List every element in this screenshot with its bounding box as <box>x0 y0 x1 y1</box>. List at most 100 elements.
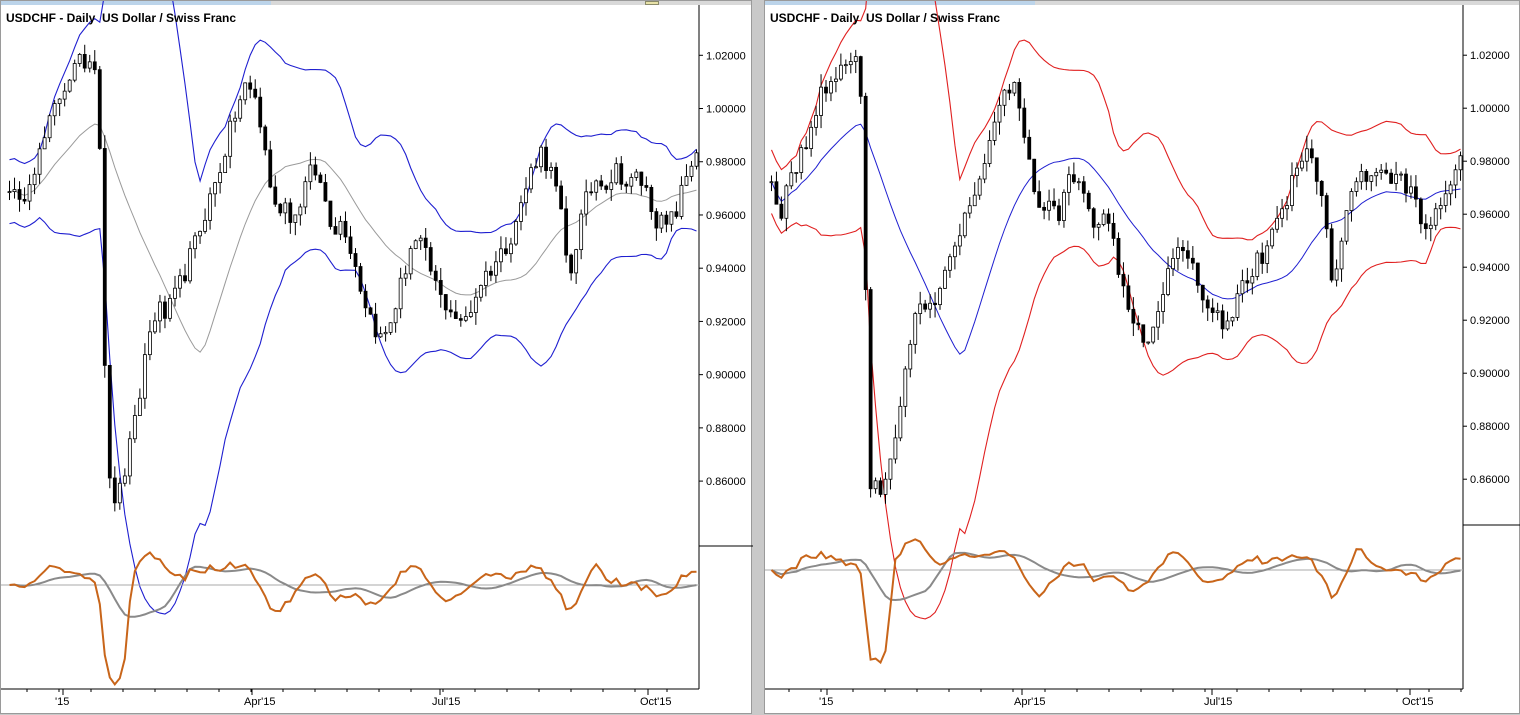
candle-body <box>564 208 569 256</box>
oscillator-signal-line <box>771 551 1461 602</box>
candle-body <box>243 82 248 101</box>
candle-body <box>1017 82 1022 109</box>
candle-body <box>358 266 363 292</box>
price-chart-left: 1.02000 1.00000 0.98000 0.96000 0.94000 0.920… <box>1 1 753 708</box>
candle-body <box>669 211 674 225</box>
x-tick-label: Oct'15 <box>640 696 671 708</box>
candle-body <box>363 290 368 309</box>
candle-body <box>92 61 97 71</box>
price-chart-right: 1.02000 1.00000 0.98000 0.96000 0.94000 0.920… <box>765 1 1520 708</box>
candle-body <box>463 316 468 321</box>
candle-body <box>1116 237 1121 275</box>
x-tick-label: Jul'15 <box>1204 696 1232 708</box>
candle-body <box>273 186 278 205</box>
candle-body <box>148 331 152 356</box>
candle-body <box>1062 191 1066 221</box>
candle-body <box>298 206 303 216</box>
candle-body <box>1299 160 1304 169</box>
candle-body <box>288 202 293 223</box>
candle-body <box>1171 258 1175 270</box>
candle-body <box>1007 89 1012 94</box>
candle-body <box>263 126 268 151</box>
candle-body <box>1027 136 1032 160</box>
candle-body <box>398 277 403 310</box>
candle-body <box>373 313 378 338</box>
candle-body <box>378 333 383 338</box>
candle-body <box>594 180 599 193</box>
candle-body <box>478 285 483 298</box>
middle-band-line <box>9 123 697 353</box>
candle-body <box>1071 174 1076 183</box>
candle-body <box>554 166 558 187</box>
candle-body <box>1409 186 1413 194</box>
candle-body <box>1210 307 1215 313</box>
candle-body <box>1230 317 1235 322</box>
candle-body <box>313 164 318 176</box>
oscillator-line <box>770 538 1461 665</box>
candle-body <box>338 220 343 235</box>
candle-body <box>1176 246 1180 259</box>
y-tick-label: 0.92000 <box>1470 315 1510 327</box>
candle-body <box>908 343 913 370</box>
candle-body <box>1304 148 1309 162</box>
candle-body <box>1438 205 1443 210</box>
candle-body <box>1334 268 1339 281</box>
candle-body <box>438 280 443 295</box>
candle-body <box>1081 181 1086 194</box>
candle-body <box>47 115 52 139</box>
candle-body <box>107 365 112 479</box>
candle-body <box>962 212 967 237</box>
candle-body <box>112 477 117 504</box>
candle-body <box>957 235 962 247</box>
candle-body <box>193 235 197 250</box>
candle-body <box>789 172 794 187</box>
candle-body <box>494 261 498 276</box>
candle-body <box>87 61 92 69</box>
candle-body <box>293 214 298 223</box>
candle-body <box>779 203 784 219</box>
candle-body <box>32 173 37 186</box>
candle-body <box>228 120 233 157</box>
chart-window-right[interactable]: 1.02000 1.00000 0.98000 0.96000 0.94000 0.920… <box>764 0 1520 714</box>
candle-body <box>323 182 328 202</box>
candle-body <box>203 219 207 232</box>
candle-body <box>198 230 202 237</box>
candle-body <box>1314 157 1319 182</box>
candle-body <box>1379 169 1384 173</box>
candle-body <box>1245 280 1250 284</box>
candle-body <box>12 189 17 193</box>
x-tick-label: Apr'15 <box>244 696 275 708</box>
candle-body <box>1354 181 1359 192</box>
candle-body <box>1047 200 1051 211</box>
candle-body <box>1190 257 1195 264</box>
upper-band-line <box>9 1 697 234</box>
candle-body <box>483 270 488 286</box>
candle-body <box>1141 324 1146 343</box>
candle-body <box>238 99 243 119</box>
candle-body <box>403 273 408 279</box>
candle-body <box>1032 158 1037 193</box>
candle-body <box>223 155 228 174</box>
candle-body <box>213 182 218 195</box>
candle-body <box>913 313 918 345</box>
candle-body <box>218 172 223 184</box>
x-tick-label: Jul'15 <box>432 696 460 708</box>
candle-body <box>117 482 122 504</box>
y-tick-label: 1.02000 <box>706 50 746 62</box>
scroll-handle[interactable] <box>645 1 659 5</box>
candle-body <box>1042 206 1047 211</box>
candle-body <box>1433 208 1438 226</box>
candle-body <box>1399 173 1403 176</box>
y-tick-label: 0.86000 <box>706 476 746 488</box>
candle-body <box>1240 280 1245 295</box>
candle-body <box>843 64 848 67</box>
candle-body <box>333 226 338 235</box>
candle-body <box>1096 224 1101 228</box>
chart-window-left[interactable]: 1.02000 1.00000 0.98000 0.96000 0.94000 0.920… <box>0 0 753 714</box>
candle-body <box>328 200 333 227</box>
x-tick-label: '15 <box>819 696 833 708</box>
candle-body <box>654 211 659 229</box>
candle-body <box>1235 293 1240 318</box>
candle-body <box>1076 181 1081 184</box>
candle-body <box>1295 167 1299 176</box>
